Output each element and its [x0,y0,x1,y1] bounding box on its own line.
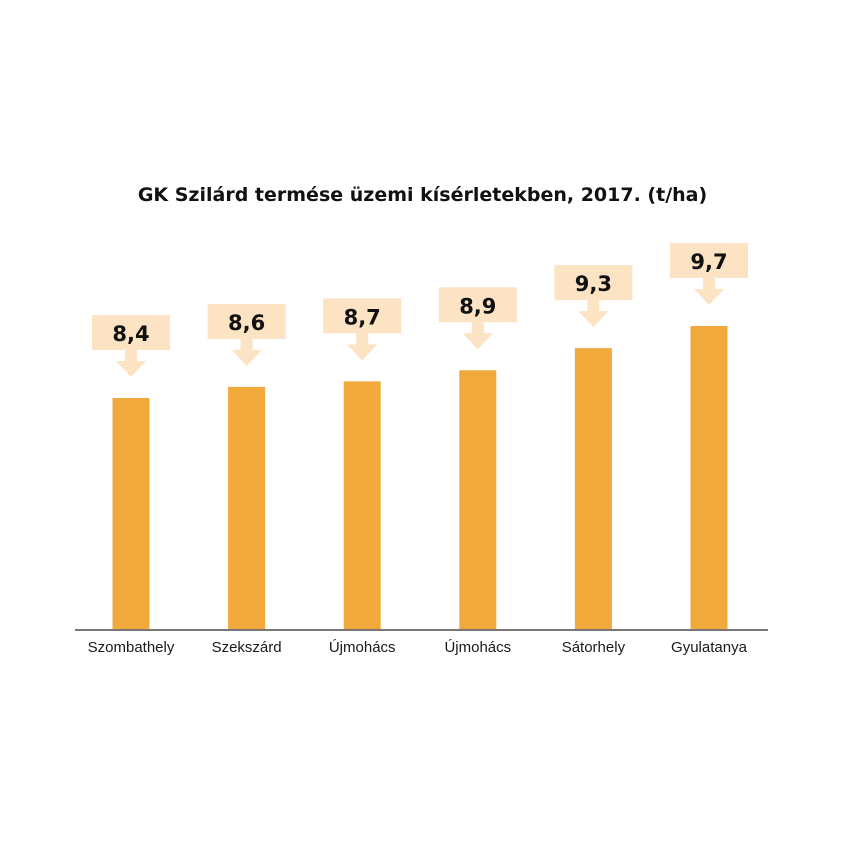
chart-title: GK Szilárd termése üzemi kísérletekben, … [137,184,708,206]
data-label-box-4 [438,287,517,323]
data-label-box-1 [92,315,170,350]
data-label-arrow-1 [116,350,146,377]
data-label-arrow-2 [231,338,262,366]
data-label-arrow-6 [694,277,724,305]
data-label-box-2 [207,303,286,339]
x-tick-label-2: Szekszárd [212,639,282,656]
data-label-2: 8,6 [228,311,265,335]
data-label-4: 8,9 [459,294,496,318]
data-label-box-6 [670,242,748,278]
x-tick-label-6: Gyulatanya [671,639,748,656]
bar-2 [228,386,266,630]
x-tick-label-5: Sátorhely [562,639,626,656]
data-label-1: 8,4 [112,322,149,346]
bar-5 [574,348,612,630]
bar-4 [459,370,497,630]
x-tick-label-4: Újmohács [444,639,511,656]
x-tick-labels-group: Szombathely Szekszárd Újmohács Újmohács Sáto… [88,639,748,656]
data-label-arrow-5 [578,300,609,328]
data-label-arrow-4 [462,322,493,350]
x-tick-label-3: Újmohács [329,639,396,656]
data-label-5: 9,3 [575,272,612,296]
bar-1 [112,398,150,630]
bar-6 [690,325,728,630]
data-labels-group: 8,4 8,6 8,7 8,9 9,3 9,7 [92,242,748,377]
data-label-box-3 [323,298,402,334]
bar-3 [343,381,381,630]
x-tick-label-1: Szombathely [88,639,175,656]
bars-group [112,325,728,630]
data-label-6: 9,7 [690,250,727,274]
data-label-box-5 [554,265,633,301]
data-label-arrow-3 [347,333,378,361]
data-label-3: 8,7 [344,305,381,329]
